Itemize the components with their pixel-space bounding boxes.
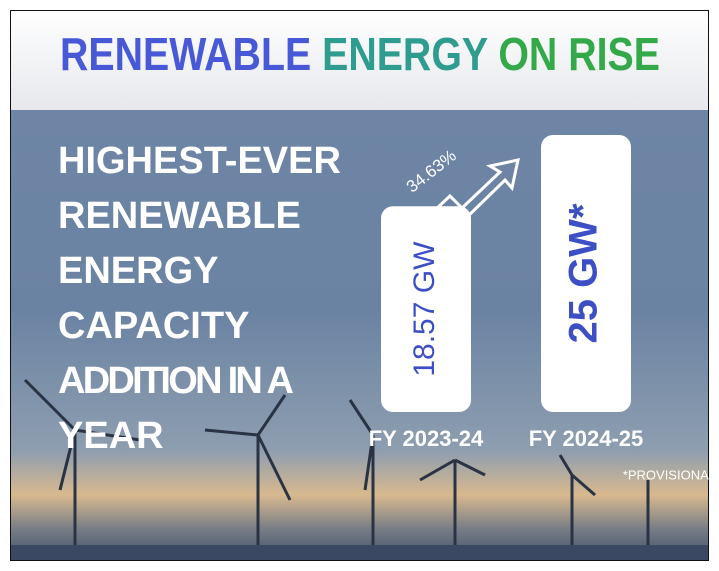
- page: RENEWABLE ENERGY ON RISE HIGHEST-EVER REN…: [0, 0, 719, 571]
- x-tick-label: FY 2023-24: [369, 426, 484, 451]
- chart-title: RENEWABLE ENERGY ON RISE: [60, 28, 660, 80]
- x-tick-label: FY 2024-25: [529, 426, 644, 451]
- title-word: ENERGY: [322, 28, 487, 80]
- footnote: *PROVISIONAL: [623, 467, 716, 482]
- subtitle-line: YEAR: [58, 415, 164, 457]
- value-label: 25 GW*: [562, 203, 606, 343]
- title-word: RENEWABLE: [60, 28, 311, 80]
- subtitle-line: HIGHEST-EVER: [58, 140, 341, 182]
- subtitle-line: CAPACITY: [58, 305, 249, 347]
- subtitle-line: ENERGY: [58, 250, 218, 292]
- title-word: ON RISE: [498, 28, 660, 80]
- value-label: 18.57 GW: [408, 241, 441, 377]
- subtitle-line: ADDITION IN A: [58, 360, 294, 402]
- subtitle-line: RENEWABLE: [58, 195, 301, 237]
- ground: [10, 545, 709, 561]
- infographic: RENEWABLE ENERGY ON RISE HIGHEST-EVER REN…: [0, 0, 719, 571]
